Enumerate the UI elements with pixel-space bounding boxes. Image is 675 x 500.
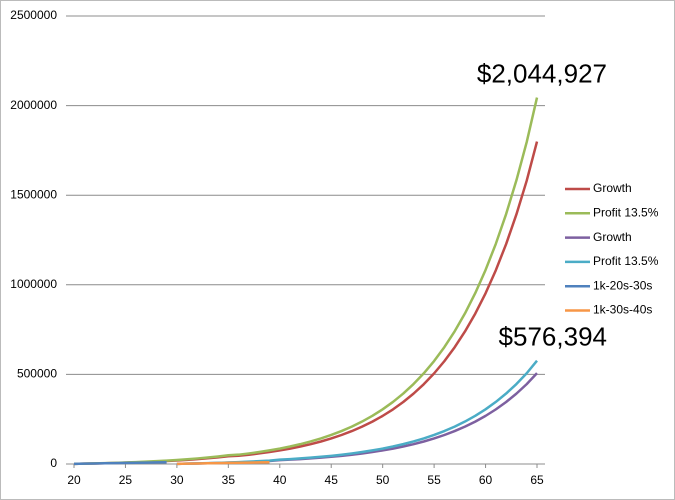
x-tick-label: 65 bbox=[530, 473, 544, 487]
series-line bbox=[73, 460, 167, 466]
legend-label: 1k-20s-30s bbox=[593, 278, 652, 292]
annotation: $576,394 bbox=[499, 322, 607, 352]
x-tick-label: 60 bbox=[479, 473, 493, 487]
y-tick-label: 2000000 bbox=[10, 98, 57, 112]
legend-label: Profit 13.5% bbox=[593, 254, 659, 268]
y-tick-label: 1000000 bbox=[10, 277, 57, 291]
series-line bbox=[176, 460, 270, 466]
x-tick-label: 25 bbox=[119, 473, 133, 487]
x-tick-label: 40 bbox=[273, 473, 287, 487]
legend-label: Profit 13.5% bbox=[593, 205, 659, 219]
x-tick-label: 55 bbox=[427, 473, 441, 487]
x-tick-label: 45 bbox=[325, 473, 339, 487]
y-tick-label: 500000 bbox=[17, 367, 57, 381]
x-tick-label: 50 bbox=[376, 473, 390, 487]
x-tick-label: 35 bbox=[222, 473, 236, 487]
y-tick-label: 2500000 bbox=[10, 8, 57, 22]
annotation: $2,044,927 bbox=[477, 58, 607, 88]
x-tick-label: 30 bbox=[170, 473, 184, 487]
y-tick-label: 1500000 bbox=[10, 187, 57, 201]
legend-label: Growth bbox=[593, 230, 632, 244]
x-tick-label: 20 bbox=[67, 473, 81, 487]
y-tick-label: 0 bbox=[50, 456, 57, 470]
legend-label: Growth bbox=[593, 181, 632, 195]
legend-label: 1k-30s-40s bbox=[593, 303, 652, 317]
